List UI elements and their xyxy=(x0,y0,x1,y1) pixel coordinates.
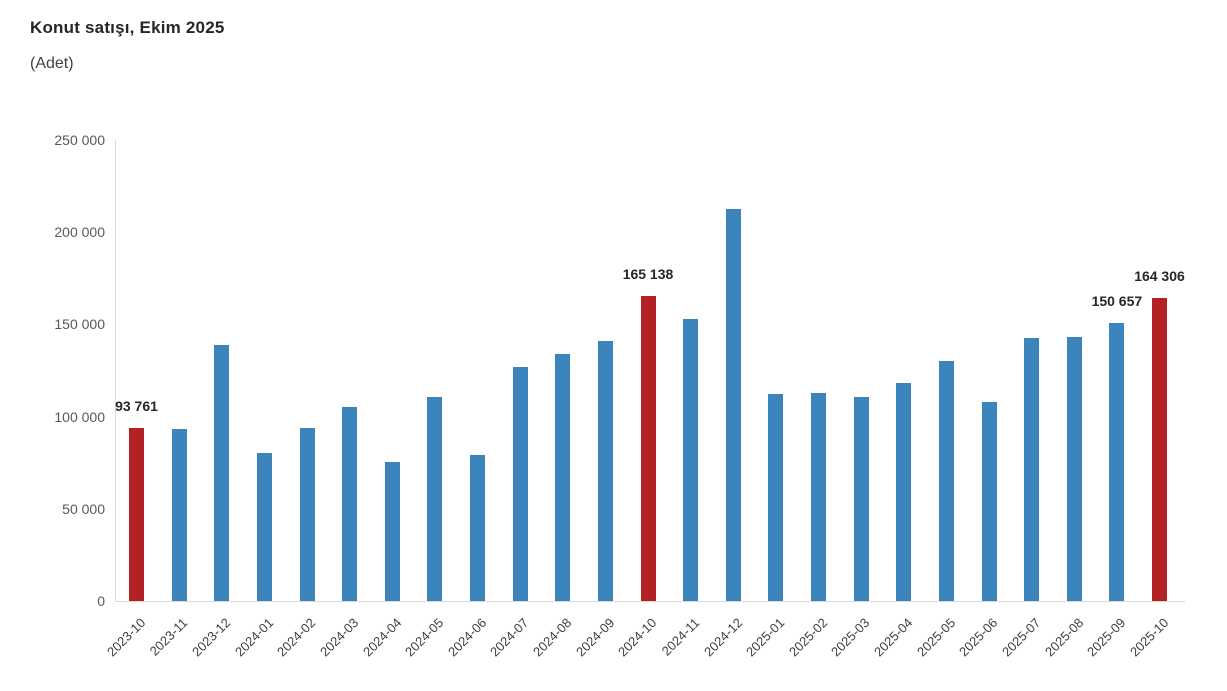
x-axis-category-label: 2023-11 xyxy=(147,615,191,659)
y-axis-tick-label: 250 000 xyxy=(54,132,105,148)
x-axis-category-label: 2023-12 xyxy=(189,615,234,660)
x-axis-category-label: 2025-09 xyxy=(1084,615,1129,660)
bar-2024-08[interactable] xyxy=(555,353,571,601)
x-axis-category-label: 2024-05 xyxy=(402,615,447,660)
bar-2023-12[interactable] xyxy=(214,345,230,601)
y-axis-line xyxy=(115,140,116,602)
bar-value-label-2025-10: 164 306 xyxy=(1134,268,1185,285)
x-axis-category-label: 2025-04 xyxy=(871,615,916,660)
x-axis-category-label: 2025-07 xyxy=(998,615,1044,660)
bar-2024-07[interactable] xyxy=(512,366,528,601)
bar-2025-07[interactable] xyxy=(1024,337,1040,601)
x-axis-category-label: 2025-05 xyxy=(913,615,958,660)
y-axis-tick-label: 50 000 xyxy=(62,500,105,517)
x-axis-category-label: 2024-11 xyxy=(658,615,703,659)
x-axis-category-label: 2025-03 xyxy=(828,615,873,660)
x-axis-category-label: 2024-06 xyxy=(444,615,490,660)
x-axis-category-label: 2025-08 xyxy=(1041,615,1086,660)
bar-2024-09[interactable] xyxy=(597,341,613,601)
x-axis-category-label: 2024-04 xyxy=(359,615,404,660)
y-axis-tick-label: 100 000 xyxy=(54,408,105,425)
x-axis-category-label: 2024-03 xyxy=(316,615,362,660)
x-axis-category-label: 2024-01 xyxy=(231,615,276,660)
bar-2024-02[interactable] xyxy=(299,427,315,601)
bar-2025-02[interactable] xyxy=(811,392,826,601)
bar-2025-10[interactable] xyxy=(1152,298,1167,601)
y-axis-tick-label: 0 xyxy=(97,593,105,609)
y-axis-tick-label: 200 000 xyxy=(54,224,105,241)
bar-2025-05[interactable] xyxy=(938,361,954,601)
chart-title: Konut satışı, Ekim 2025 xyxy=(30,18,225,37)
x-axis-category-label: 2025-01 xyxy=(743,615,788,660)
bar-2025-06[interactable] xyxy=(981,402,997,601)
bar-2024-05[interactable] xyxy=(427,397,443,601)
x-axis-category-label: 2024-02 xyxy=(274,615,319,660)
bar-value-label-2024-10: 165 138 xyxy=(622,266,674,283)
bar-2025-03[interactable] xyxy=(853,396,869,601)
bar-2025-09[interactable] xyxy=(1109,323,1125,601)
x-axis-category-label: 2025-06 xyxy=(956,615,1001,660)
bar-2023-10[interactable] xyxy=(129,428,144,601)
bar-value-label-2025-09: 150 657 xyxy=(1091,293,1143,310)
bar-2024-11[interactable] xyxy=(683,318,699,601)
bar-2025-08[interactable] xyxy=(1066,336,1082,601)
x-axis-category-label: 2025-02 xyxy=(785,615,831,660)
x-axis-category-label: 2024-09 xyxy=(572,615,617,660)
y-axis-tick-label: 150 000 xyxy=(54,316,105,333)
x-axis-category-label: 2024-12 xyxy=(700,615,745,660)
x-axis-category-label: 2024-07 xyxy=(487,615,532,660)
bar-2024-03[interactable] xyxy=(342,406,358,601)
x-axis-category-label: 2024-08 xyxy=(530,615,575,660)
x-axis-category-label: 2024-10 xyxy=(615,615,660,660)
bar-2024-06[interactable] xyxy=(470,454,485,601)
bar-2023-11[interactable] xyxy=(171,428,187,601)
bar-2024-10[interactable] xyxy=(640,296,656,601)
bar-2024-01[interactable] xyxy=(256,452,272,601)
chart-subtitle: (Adet) xyxy=(30,55,74,72)
x-axis-category-label: 2025-10 xyxy=(1126,615,1172,660)
bar-2025-01[interactable] xyxy=(768,394,784,601)
bar-2025-04[interactable] xyxy=(896,382,912,601)
bar-2024-04[interactable] xyxy=(384,461,400,601)
x-axis-category-label: 2023-10 xyxy=(103,615,149,660)
x-axis-line xyxy=(115,601,1185,602)
bar-2024-12[interactable] xyxy=(725,208,741,601)
bar-value-label-2023-10: 93 761 xyxy=(115,398,158,415)
